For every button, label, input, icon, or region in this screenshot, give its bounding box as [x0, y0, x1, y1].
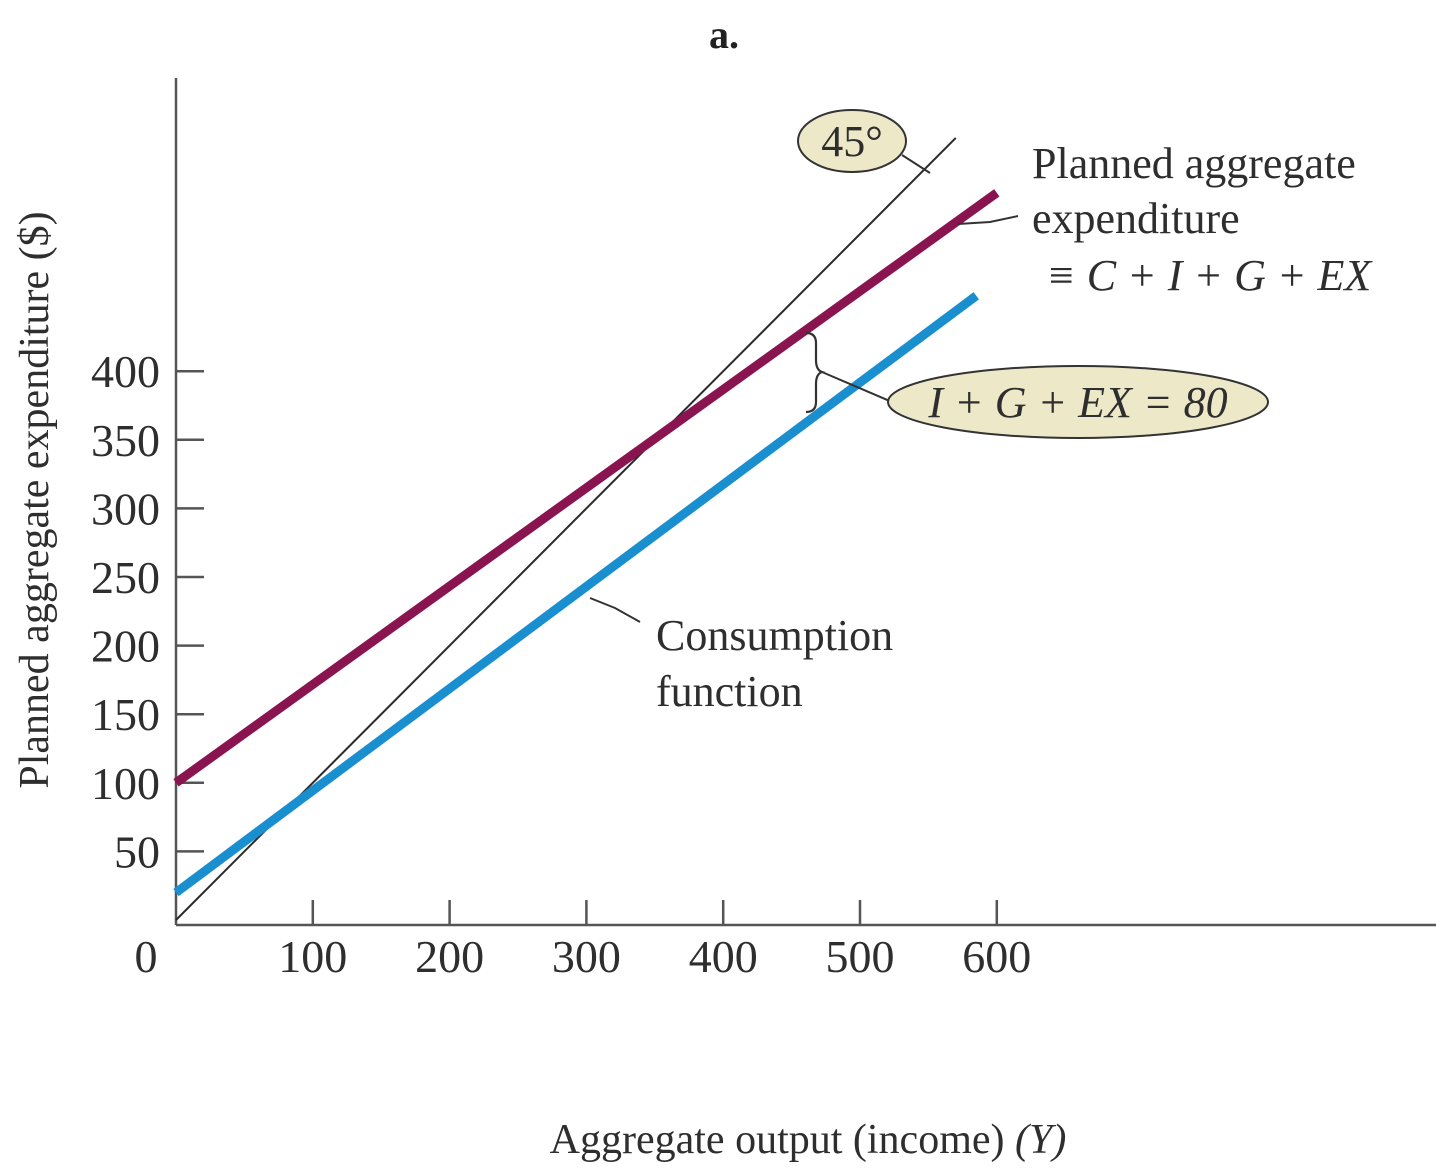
x-axis-title-symbol: (Y) [1015, 1117, 1066, 1163]
consumption-series-label: Consumption function [589, 597, 893, 716]
series-layer [173, 137, 1000, 921]
angle-callout-badge [797, 109, 907, 173]
axes [174, 78, 1436, 927]
x-tick-label: 100 [278, 931, 347, 982]
ae-label-line1: Planned aggregate [1032, 139, 1356, 188]
ae-label-line2: expenditure [1032, 194, 1240, 243]
y-tick-label: 100 [91, 758, 160, 809]
x-tick-label: 400 [689, 931, 758, 982]
y-tick-label: 200 [91, 621, 160, 672]
x-tick-label: 200 [415, 931, 484, 982]
y-tick-label: 150 [91, 689, 160, 740]
angle-callout-label: 45° [821, 117, 883, 166]
y-tick-label: 400 [91, 346, 160, 397]
y-axis-title: Planned aggregate expenditure ($) [12, 211, 58, 788]
ae-series-leader [957, 215, 1019, 225]
ae-series-label: Planned aggregate expenditure ≡ C + I + … [957, 139, 1373, 300]
angle-callout-leader [901, 154, 931, 174]
x-tick-label: 300 [552, 931, 621, 982]
consumption-series-leader [589, 597, 641, 623]
gap-callout: I + G + EX = 80 [805, 331, 1269, 439]
gap-bracket [805, 331, 826, 414]
origin-label: 0 [135, 931, 158, 982]
gap-label: I + G + EX = 80 [927, 378, 1227, 427]
x-tick-label: 500 [826, 931, 895, 982]
gap-badge [887, 365, 1269, 439]
consumption-label-line2: function [656, 667, 803, 716]
planned-aggregate-expenditure-line [173, 189, 1000, 787]
forty-five-degree-line [175, 137, 957, 921]
y-tick-label: 300 [91, 483, 160, 534]
y-tick-label: 350 [91, 415, 160, 466]
x-tick-label: 600 [962, 931, 1031, 982]
y-tick-label: 250 [91, 552, 160, 603]
ticks: 100 200 300 400 500 600 50 100 150 200 250 300 350 40… [91, 346, 1031, 982]
x-axis-title-text: Aggregate output (income) [550, 1117, 1005, 1163]
consumption-function-line [173, 292, 979, 897]
chart-title: a. [709, 12, 739, 57]
gap-leader [821, 371, 893, 403]
y-tick-label: 50 [114, 826, 160, 877]
consumption-label-line1: Consumption [656, 611, 893, 660]
angle-callout: 45° [797, 109, 931, 174]
x-axis-title: Aggregate output (income) (Y) [550, 1117, 1067, 1163]
ae-label-line3: ≡ C + I + G + EX [1046, 251, 1373, 300]
